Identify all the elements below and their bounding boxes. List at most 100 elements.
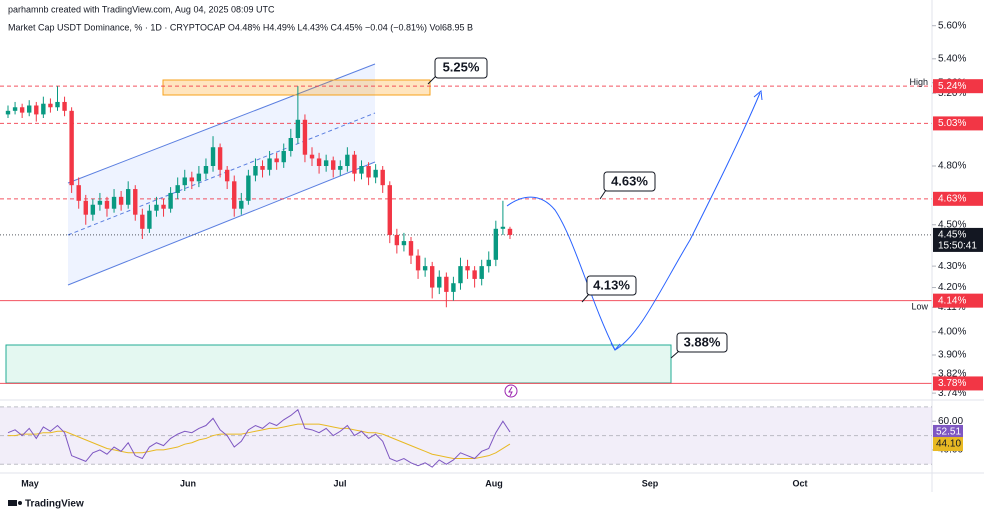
- x-tick-label: Jul: [333, 478, 346, 488]
- leader: [670, 350, 680, 359]
- candle-body: [444, 276, 449, 292]
- candle-body: [69, 110, 74, 186]
- event-icon-bolt: [508, 386, 513, 397]
- y-tick-label: 4.20%: [938, 282, 966, 293]
- price-tag: [933, 293, 983, 308]
- candle-body: [224, 169, 230, 182]
- candle-body: [415, 255, 421, 271]
- candle-body: [486, 259, 491, 267]
- x-tick-label: Oct: [792, 478, 807, 488]
- y-tick-label: 5.40%: [938, 53, 966, 64]
- candle-body: [302, 119, 308, 155]
- leader: [581, 293, 590, 303]
- candle-body: [232, 181, 237, 209]
- axes: 5.60%5.40%5.26%5.20%4.80%4.50%4.30%4.20%…: [0, 20, 983, 488]
- candle-body: [90, 204, 96, 215]
- candle-body: [253, 166, 258, 176]
- candle-body: [97, 200, 103, 205]
- x-tick-label: Aug: [485, 478, 503, 488]
- callout: 5.25%: [427, 57, 488, 85]
- candle-body: [458, 266, 463, 284]
- candle-body: [196, 173, 202, 182]
- rsi-tag: [933, 424, 963, 439]
- candle-body: [359, 166, 364, 174]
- candle-body: [55, 101, 60, 108]
- y-tick-label: 60.00: [938, 416, 963, 427]
- supply-zone: [162, 79, 431, 96]
- channel-mid: [67, 112, 376, 236]
- price-tag: [933, 116, 983, 131]
- candle-body: [323, 160, 329, 167]
- leader: [599, 189, 607, 200]
- y-tick-label: 4.50%: [938, 219, 966, 230]
- candle-body: [133, 189, 138, 215]
- projection-down: [506, 196, 616, 351]
- logo-mark: [18, 501, 22, 505]
- candle-body: [27, 105, 32, 113]
- callout: 4.13%: [581, 275, 637, 303]
- leader: [427, 75, 437, 85]
- price-tag-label: 4.45%: [938, 230, 966, 241]
- price-tag-label: 3.78%: [938, 378, 966, 389]
- candle-body: [19, 107, 25, 113]
- y-tick-label: 3.82%: [938, 368, 966, 379]
- candle-body: [118, 196, 124, 205]
- price-tag-label: 4.63%: [938, 193, 966, 204]
- price-tag-label: 4.14%: [938, 295, 966, 306]
- candle-body: [12, 107, 18, 111]
- candle-body: [182, 177, 187, 186]
- credit: parhamnb created with TradingView.com, A…: [8, 4, 275, 14]
- candle-body: [451, 283, 456, 292]
- candle-body: [111, 196, 117, 209]
- candle-body: [175, 185, 180, 193]
- candle-body: [189, 177, 195, 182]
- candle-body: [246, 175, 251, 201]
- countdown: 15:50:41: [938, 241, 977, 252]
- candle-body: [281, 150, 286, 163]
- candle-body: [210, 147, 216, 167]
- candle-body: [437, 276, 442, 288]
- event-icon[interactable]: [504, 384, 518, 398]
- callout-box: [586, 275, 637, 296]
- candle-body: [430, 266, 435, 288]
- candle-body: [76, 185, 81, 201]
- candle-body: [267, 158, 272, 170]
- candle-body: [408, 241, 414, 256]
- callout-text: 3.88%: [684, 334, 721, 349]
- x-tick-label: Sep: [642, 478, 659, 488]
- candle-body: [507, 228, 513, 235]
- candle-body: [500, 226, 506, 229]
- candle-body: [352, 154, 357, 174]
- candle-body: [168, 192, 173, 209]
- legend: Market Cap USDT Dominance, % · 1D · CRYP…: [8, 22, 473, 32]
- price-tag: [933, 191, 983, 206]
- channel-lower: [67, 161, 376, 286]
- candle-body: [493, 228, 499, 260]
- candle-body: [422, 266, 428, 271]
- candle-body: [295, 119, 301, 138]
- callout-box: [676, 332, 728, 353]
- arrow-head: [753, 90, 763, 101]
- y-tick-label: 5.60%: [938, 20, 966, 31]
- candle-body: [203, 166, 209, 174]
- callout: 4.63%: [599, 171, 656, 200]
- candle-body: [401, 241, 407, 246]
- price-lines: [0, 85, 932, 384]
- y-tick-label: 5.20%: [938, 88, 966, 99]
- candle-body: [472, 270, 477, 279]
- callout: 3.88%: [670, 332, 728, 359]
- rsi-ma-tag-label: 44.10: [936, 439, 961, 450]
- rsi-ma-line: [8, 423, 511, 460]
- price-tag: [933, 79, 983, 94]
- drawings: [5, 63, 672, 384]
- callout-box: [603, 171, 656, 192]
- price-tag-label: 5.24%: [938, 81, 966, 92]
- callout-text: 5.25%: [443, 59, 480, 74]
- x-tick-label: May: [21, 478, 39, 488]
- channel-upper: [67, 63, 376, 184]
- candle-body: [309, 154, 315, 159]
- candle-body: [345, 154, 350, 167]
- candle-body: [5, 110, 11, 115]
- candle-body: [465, 266, 470, 271]
- candle-body: [41, 103, 46, 115]
